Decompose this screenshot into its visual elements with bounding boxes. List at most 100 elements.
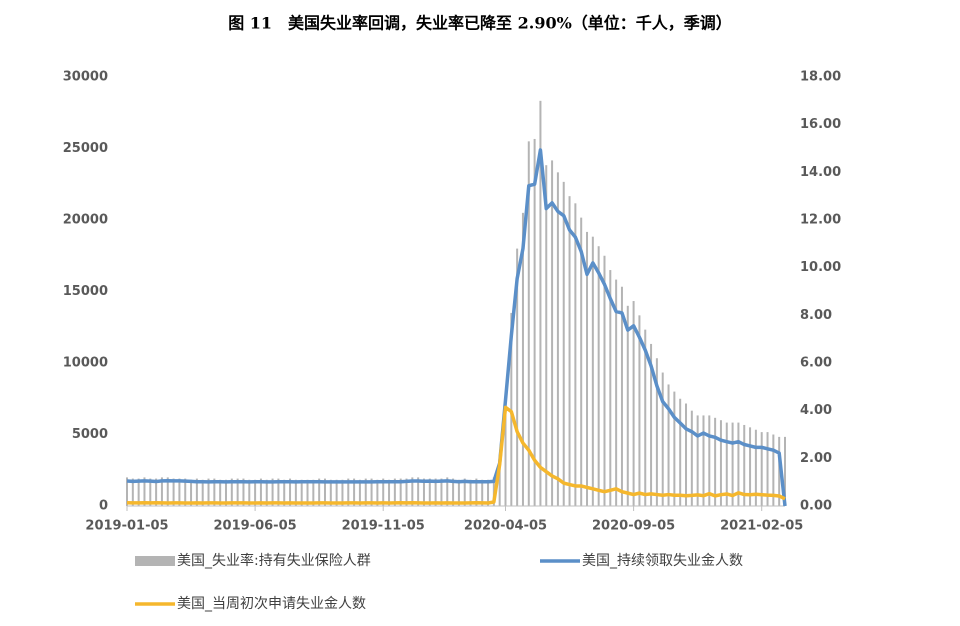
y2-tick-label: 16.00 bbox=[800, 117, 841, 132]
bar bbox=[784, 436, 786, 506]
x-tick-label: 2021-02-05 bbox=[720, 519, 803, 534]
y-tick-label: 0 bbox=[99, 499, 108, 514]
line bbox=[126, 405, 786, 505]
bar bbox=[306, 479, 309, 506]
bar bbox=[772, 434, 775, 506]
bar bbox=[696, 415, 699, 506]
bar bbox=[149, 478, 152, 506]
bar bbox=[679, 398, 682, 506]
bar bbox=[271, 478, 274, 506]
x-tick-label: 2019-01-05 bbox=[85, 519, 168, 534]
bar bbox=[498, 455, 501, 506]
bar bbox=[143, 477, 146, 506]
bar bbox=[725, 422, 728, 506]
bar bbox=[545, 165, 548, 506]
bar bbox=[516, 248, 519, 506]
bar bbox=[586, 231, 589, 506]
bar bbox=[685, 403, 688, 506]
bar bbox=[178, 478, 181, 506]
chart-title: 图 11 美国失业率回调，失业率已降至 2.90%（单位：千人，季调） bbox=[228, 14, 732, 33]
bar bbox=[399, 478, 402, 506]
bar bbox=[615, 279, 618, 506]
bar bbox=[667, 384, 670, 506]
bar bbox=[172, 478, 175, 506]
bar bbox=[242, 478, 245, 506]
bar bbox=[597, 246, 600, 506]
bar bbox=[370, 478, 373, 506]
bar bbox=[259, 478, 262, 506]
bar bbox=[207, 478, 210, 506]
bar bbox=[551, 160, 554, 506]
bar bbox=[283, 479, 286, 506]
bar bbox=[457, 479, 460, 506]
bar bbox=[184, 478, 187, 506]
bar bbox=[504, 398, 507, 506]
bar bbox=[422, 478, 425, 506]
bar bbox=[527, 141, 530, 506]
bar bbox=[219, 479, 222, 506]
bar bbox=[778, 436, 781, 506]
bar bbox=[731, 422, 734, 506]
bar bbox=[719, 420, 722, 506]
bar bbox=[521, 212, 524, 506]
y-tick-label: 25000 bbox=[63, 141, 108, 156]
y2-tick-label: 0.00 bbox=[800, 499, 832, 514]
x-tick-label: 2020-09-05 bbox=[592, 519, 675, 534]
y-tick-label: 20000 bbox=[63, 213, 108, 228]
x-tick-label: 2019-11-05 bbox=[342, 519, 425, 534]
y2-tick-label: 12.00 bbox=[800, 213, 841, 228]
bar bbox=[754, 429, 757, 506]
bar bbox=[382, 478, 385, 506]
bar bbox=[690, 410, 693, 506]
bar bbox=[358, 479, 361, 506]
bar bbox=[580, 217, 583, 506]
bar bbox=[638, 315, 641, 506]
bar bbox=[224, 479, 227, 506]
bar bbox=[650, 343, 653, 506]
bar bbox=[620, 286, 623, 506]
bar bbox=[644, 329, 647, 506]
x-tick-label: 2020-04-05 bbox=[464, 519, 547, 534]
y-tick-label: 5000 bbox=[72, 427, 108, 442]
bar bbox=[347, 478, 350, 506]
bar bbox=[300, 479, 303, 506]
bar bbox=[609, 270, 612, 506]
bar bbox=[318, 478, 321, 506]
bar bbox=[632, 301, 635, 506]
bar bbox=[335, 479, 338, 506]
bar bbox=[323, 478, 326, 506]
bar bbox=[341, 479, 344, 506]
bar bbox=[195, 478, 198, 506]
y2-tick-label: 6.00 bbox=[800, 356, 832, 371]
bar bbox=[591, 236, 594, 506]
bar bbox=[737, 422, 740, 506]
y2-tick-label: 8.00 bbox=[800, 308, 832, 323]
legend-label: 美国_持续领取失业金人数 bbox=[582, 552, 743, 569]
bar bbox=[230, 478, 233, 506]
y-tick-label: 30000 bbox=[63, 70, 108, 85]
bar bbox=[469, 479, 472, 506]
bar bbox=[743, 424, 746, 506]
bar bbox=[452, 478, 455, 506]
y-tick-label: 10000 bbox=[63, 356, 108, 371]
bar bbox=[487, 479, 490, 506]
x-tick-label: 2019-06-05 bbox=[214, 519, 297, 534]
bar bbox=[440, 478, 443, 506]
bar bbox=[673, 391, 676, 506]
bar bbox=[749, 427, 752, 506]
bar bbox=[265, 479, 268, 506]
bar bbox=[131, 478, 134, 506]
bar bbox=[428, 478, 431, 506]
bar bbox=[562, 181, 565, 506]
bar bbox=[312, 479, 315, 506]
bar bbox=[766, 432, 769, 506]
y-tick-label: 15000 bbox=[63, 284, 108, 299]
bar bbox=[405, 478, 408, 506]
bar bbox=[201, 479, 204, 506]
bar bbox=[568, 196, 571, 506]
bar bbox=[626, 305, 629, 506]
bar bbox=[417, 477, 420, 506]
bar bbox=[655, 358, 658, 506]
bar bbox=[353, 478, 356, 506]
bar bbox=[364, 478, 367, 506]
